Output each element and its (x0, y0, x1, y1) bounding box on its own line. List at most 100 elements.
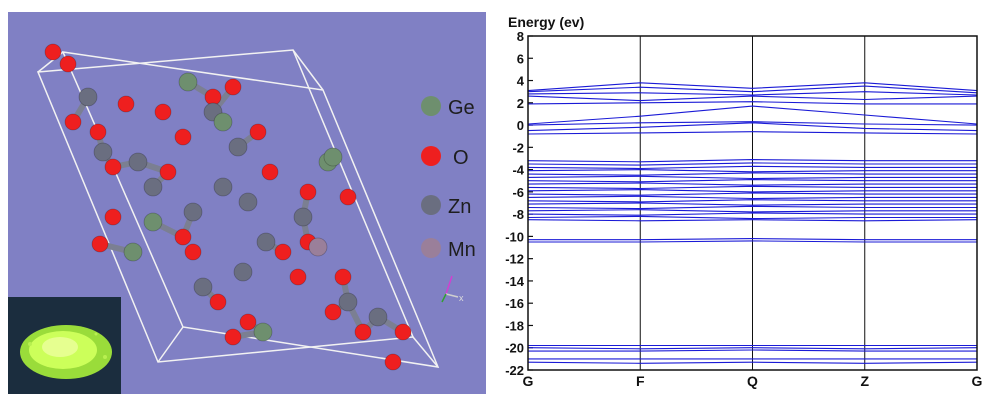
atom-o (159, 163, 177, 181)
y-tick-label: -8 (512, 207, 524, 222)
element-legend: Ge O Zn Mn (421, 96, 476, 261)
atom-o (204, 88, 222, 106)
atom-zn (228, 137, 248, 157)
x-kpoint-label: G (523, 373, 534, 389)
atom-o (104, 208, 122, 226)
y-tick-label: -10 (505, 229, 524, 244)
y-tick-label: 6 (517, 51, 524, 66)
legend-label-zn: Zn (448, 196, 471, 218)
crystal-structure-image: Ge O Zn Mn x (8, 12, 486, 394)
y-tick-label: -6 (512, 185, 524, 200)
kpoint-divider-lines (639, 36, 866, 370)
band-line (527, 205, 977, 210)
atom-o (239, 313, 257, 331)
y-tick-label: -12 (505, 252, 524, 267)
atom-ge (323, 147, 343, 167)
atom-zn (93, 142, 113, 162)
legend-item-o: O (421, 146, 469, 169)
y-tick-label: 0 (517, 118, 524, 133)
band-line (527, 189, 977, 193)
legend-label-ge: Ge (448, 97, 475, 119)
atom-o (154, 103, 172, 121)
atom-zn (143, 177, 163, 197)
y-tick-label: 4 (517, 74, 525, 89)
atom-o (64, 113, 82, 131)
y-axis-ticks: 8 6 4 2 0 -2 -4 -6 -8 -10 -12 -14 -16 -18 -20 -22 (505, 29, 533, 378)
band-line (527, 185, 977, 190)
atom-o (354, 323, 372, 341)
band-line (527, 95, 978, 102)
band-line (527, 122, 978, 132)
y-tick-label: -22 (505, 363, 524, 378)
x-kpoint-label: Q (747, 373, 758, 389)
atom-o (224, 328, 242, 346)
band-line (527, 212, 977, 216)
axis-triad-icon: x (441, 275, 464, 303)
legend-label-o: O (453, 147, 469, 169)
atom-zn (193, 277, 213, 297)
atom-ge (253, 322, 273, 342)
x-kpoint-label: Z (860, 373, 869, 389)
band-line (527, 347, 978, 350)
atom-ge (143, 212, 163, 232)
legend-item-ge: Ge (421, 96, 475, 119)
atom-zn (78, 87, 98, 107)
atom-zn (213, 177, 233, 197)
atom-o (174, 128, 192, 146)
band-line (527, 361, 978, 364)
atom-o (91, 235, 109, 253)
y-tick-label: -14 (505, 274, 525, 289)
atom-zn (293, 207, 313, 227)
band-line (528, 238, 977, 241)
atom-zn (128, 152, 148, 172)
atom-o (334, 268, 352, 286)
band-line (527, 85, 978, 94)
x-kpoint-label: G (972, 373, 983, 389)
y-axis-title: Energy (ev) (508, 14, 584, 30)
legend-item-mn: Mn (421, 238, 476, 261)
atom-o (184, 243, 202, 261)
y-tick-label: -18 (505, 318, 524, 333)
band-line (527, 159, 977, 163)
atom-o (324, 303, 342, 321)
atom-ge (213, 112, 233, 132)
atom-o (224, 78, 242, 96)
y-tick-label: -2 (512, 140, 524, 155)
band-line (527, 105, 978, 125)
atom-zn (368, 307, 388, 327)
band-line (528, 349, 977, 352)
y-tick-label: 2 (517, 96, 524, 111)
atom-ge (178, 72, 198, 92)
legend-item-zn: Zn (421, 195, 471, 218)
atom-zn (183, 202, 203, 222)
atom-o (117, 95, 135, 113)
y-tick-label: -4 (512, 163, 524, 178)
band-line (527, 215, 977, 220)
unit-cell-frame (36, 49, 440, 368)
atom-zn (233, 262, 253, 282)
atom-o (274, 243, 292, 261)
band-structure-chart: Energy (ev) 8 6 4 2 0 -2 -4 -6 -8 -10 -12 -14 -16 -18… (505, 14, 983, 389)
inset-photo (8, 297, 121, 394)
band-lines (527, 82, 978, 364)
atom-o (339, 188, 357, 206)
plot-frame (527, 35, 978, 371)
atom-o (44, 43, 62, 61)
atoms (44, 43, 412, 371)
y-tick-label: -20 (505, 341, 524, 356)
x-kpoint-label: F (636, 373, 645, 389)
band-line (527, 82, 978, 92)
atom-o (104, 158, 122, 176)
band-line (527, 192, 977, 196)
band-line (527, 91, 978, 96)
atom-o (174, 228, 192, 246)
atom-zn (238, 192, 258, 212)
band-line (527, 121, 978, 126)
band-line (527, 195, 977, 200)
band-line (527, 202, 977, 206)
band-line (527, 165, 977, 170)
atom-zn (256, 232, 276, 252)
atom-o (299, 183, 317, 201)
y-tick-label: -16 (505, 296, 524, 311)
band-line (527, 131, 978, 135)
